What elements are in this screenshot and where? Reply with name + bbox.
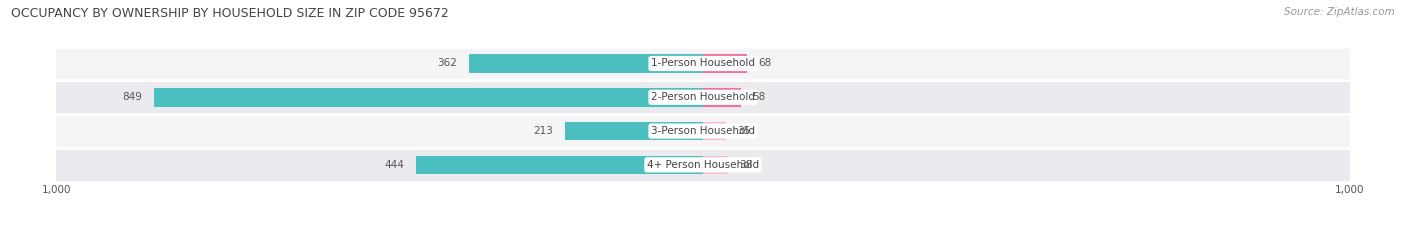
Text: 58: 58 — [752, 92, 765, 102]
Bar — [703, 122, 725, 140]
Bar — [56, 80, 1350, 114]
Text: 68: 68 — [759, 58, 772, 69]
Bar — [565, 122, 703, 140]
Text: Source: ZipAtlas.com: Source: ZipAtlas.com — [1284, 7, 1395, 17]
Text: 213: 213 — [534, 126, 554, 136]
Text: 38: 38 — [740, 160, 752, 170]
Text: OCCUPANCY BY OWNERSHIP BY HOUSEHOLD SIZE IN ZIP CODE 95672: OCCUPANCY BY OWNERSHIP BY HOUSEHOLD SIZE… — [11, 7, 449, 20]
Bar — [703, 88, 741, 106]
Bar — [416, 156, 703, 174]
Bar — [56, 114, 1350, 148]
Bar — [468, 54, 703, 73]
Text: 849: 849 — [122, 92, 142, 102]
Text: 35: 35 — [737, 126, 751, 136]
Text: 444: 444 — [384, 160, 404, 170]
Text: 2-Person Household: 2-Person Household — [651, 92, 755, 102]
Text: 3-Person Household: 3-Person Household — [651, 126, 755, 136]
Bar — [56, 47, 1350, 80]
Bar — [153, 88, 703, 106]
Bar — [703, 156, 727, 174]
Text: 1-Person Household: 1-Person Household — [651, 58, 755, 69]
Text: 362: 362 — [437, 58, 457, 69]
Text: 4+ Person Household: 4+ Person Household — [647, 160, 759, 170]
Bar — [56, 148, 1350, 182]
Bar — [703, 54, 747, 73]
